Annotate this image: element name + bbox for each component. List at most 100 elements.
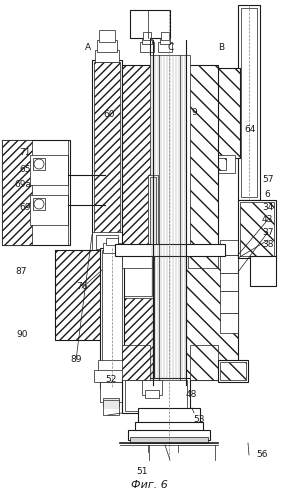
Text: 90: 90 xyxy=(17,330,28,339)
Bar xyxy=(158,42,172,52)
Bar xyxy=(92,60,122,235)
Bar xyxy=(122,378,190,413)
Bar xyxy=(138,408,200,426)
Bar xyxy=(130,10,170,38)
Circle shape xyxy=(34,159,44,169)
Bar xyxy=(160,38,170,44)
Bar xyxy=(103,398,119,406)
Bar xyxy=(220,291,238,313)
Bar xyxy=(220,313,238,333)
Text: 76: 76 xyxy=(77,282,88,291)
Text: 6: 6 xyxy=(265,190,271,199)
Bar xyxy=(94,62,120,233)
Bar xyxy=(95,50,119,62)
Bar xyxy=(103,400,119,415)
Bar xyxy=(218,158,226,170)
Bar xyxy=(102,250,154,380)
Bar xyxy=(218,360,248,382)
Bar xyxy=(106,238,118,245)
Bar xyxy=(208,158,216,170)
Bar xyxy=(148,175,158,247)
Bar xyxy=(2,140,32,245)
Bar xyxy=(205,155,235,173)
Bar xyxy=(238,200,276,258)
Bar xyxy=(195,68,240,158)
Bar xyxy=(94,370,130,382)
Bar xyxy=(33,198,45,210)
Text: 53: 53 xyxy=(193,415,205,424)
Bar xyxy=(188,65,218,250)
Bar xyxy=(135,422,203,434)
Bar xyxy=(33,158,45,170)
Bar xyxy=(241,8,257,197)
Bar xyxy=(220,273,238,291)
Bar xyxy=(220,362,246,380)
Bar xyxy=(195,68,240,158)
Text: 9: 9 xyxy=(191,108,197,117)
Bar xyxy=(92,232,122,252)
Text: Фиг. 6: Фиг. 6 xyxy=(131,480,167,490)
Bar xyxy=(99,30,115,42)
Text: 65: 65 xyxy=(20,165,31,174)
Text: 64: 64 xyxy=(244,125,255,134)
Text: 51: 51 xyxy=(136,467,148,476)
Bar xyxy=(220,255,238,273)
Bar xyxy=(142,380,162,395)
Text: 69: 69 xyxy=(20,203,31,212)
Text: 52: 52 xyxy=(105,375,116,384)
Text: B: B xyxy=(218,43,224,52)
Bar xyxy=(100,248,124,388)
Text: 48: 48 xyxy=(186,390,197,399)
Bar xyxy=(122,65,152,250)
Text: 71: 71 xyxy=(20,148,31,157)
Bar xyxy=(125,380,187,411)
Text: 56: 56 xyxy=(256,450,267,459)
Bar xyxy=(161,32,169,40)
Text: 89: 89 xyxy=(71,355,82,364)
Bar xyxy=(142,38,152,44)
Bar xyxy=(128,430,210,440)
Bar xyxy=(190,345,218,380)
Bar xyxy=(96,235,118,249)
Circle shape xyxy=(34,199,44,209)
Bar xyxy=(186,250,238,380)
Bar xyxy=(103,243,121,253)
Bar xyxy=(55,250,105,340)
Bar xyxy=(130,437,208,443)
Bar xyxy=(188,248,218,268)
Text: 38: 38 xyxy=(262,240,273,249)
Bar xyxy=(122,248,152,268)
Bar xyxy=(220,240,238,255)
Bar xyxy=(122,65,152,250)
Bar xyxy=(100,382,122,402)
Bar xyxy=(238,5,260,200)
Text: 69a: 69a xyxy=(14,180,31,189)
Bar xyxy=(102,250,122,386)
Bar xyxy=(145,390,159,398)
Bar xyxy=(122,345,150,380)
Bar xyxy=(102,250,154,380)
Bar xyxy=(143,32,151,40)
Bar xyxy=(250,256,276,286)
Bar xyxy=(98,360,126,375)
Bar xyxy=(2,140,70,245)
Bar xyxy=(30,155,68,185)
Bar xyxy=(30,195,68,225)
Text: 43: 43 xyxy=(262,215,273,224)
Bar xyxy=(118,260,154,298)
Bar xyxy=(186,250,238,380)
Bar xyxy=(188,65,218,250)
Bar xyxy=(150,55,190,255)
Bar xyxy=(115,244,225,256)
Text: 87: 87 xyxy=(15,267,27,276)
Text: 57: 57 xyxy=(262,175,273,184)
Bar xyxy=(55,250,105,340)
Text: 37: 37 xyxy=(262,228,273,237)
Bar xyxy=(150,177,156,245)
Text: C: C xyxy=(167,43,173,52)
Text: A: A xyxy=(85,43,91,52)
Bar xyxy=(240,202,274,256)
Bar xyxy=(140,42,154,52)
Bar xyxy=(97,40,117,52)
Bar xyxy=(120,262,152,296)
